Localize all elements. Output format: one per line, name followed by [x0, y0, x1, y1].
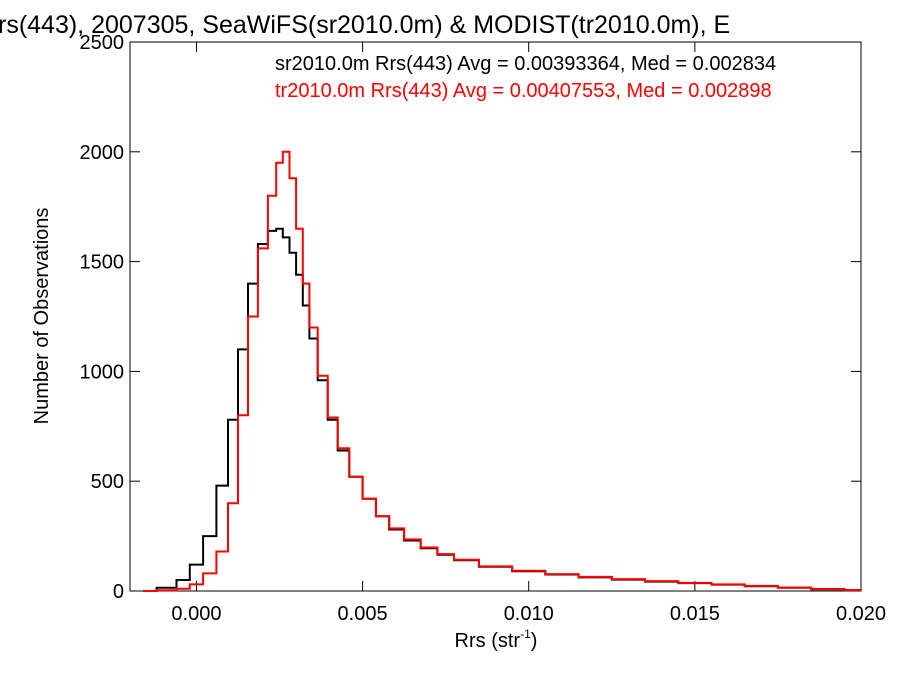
y-tick-label: 2000 — [80, 142, 125, 164]
x-axis-label-sup: -1 — [520, 627, 531, 641]
annotation-red: tr2010.0m Rrs(443) Avg = 0.00407553, Med… — [275, 80, 772, 102]
y-tick-label: 1500 — [80, 252, 125, 274]
series-line-1 — [143, 150, 861, 592]
x-axis: 0.000 0.005 0.010 0.015 0.020 — [171, 42, 886, 625]
annotation-black: sr2010.0m Rrs(443) Avg = 0.00393364, Med… — [275, 53, 776, 75]
plot-frame — [129, 41, 862, 592]
x-tick-label: 0.015 — [670, 603, 720, 625]
chart-title: rs(443), 2007305, SeaWiFS(sr2010.0m) & M… — [0, 11, 730, 39]
x-tick-label: 0.000 — [171, 603, 221, 625]
x-axis-label: Rrs (str-1) — [455, 627, 538, 652]
y-tick-label: 1000 — [80, 361, 125, 383]
x-axis-label-main: Rrs (str — [455, 630, 521, 652]
x-tick-label: 0.010 — [504, 603, 554, 625]
x-tick-label: 0.005 — [338, 603, 388, 625]
y-tick-label: 0 — [113, 581, 124, 603]
x-tick-label: 0.020 — [836, 603, 886, 625]
x-axis-label-end: ) — [531, 630, 538, 652]
y-axis: 0 500 1000 1500 2000 2500 — [80, 32, 861, 603]
series-layer — [143, 150, 861, 592]
series-line-0 — [143, 227, 861, 592]
y-axis-label: Number of Observations — [31, 208, 53, 425]
y-tick-label: 500 — [91, 471, 124, 493]
y-tick-label: 2500 — [80, 32, 125, 54]
